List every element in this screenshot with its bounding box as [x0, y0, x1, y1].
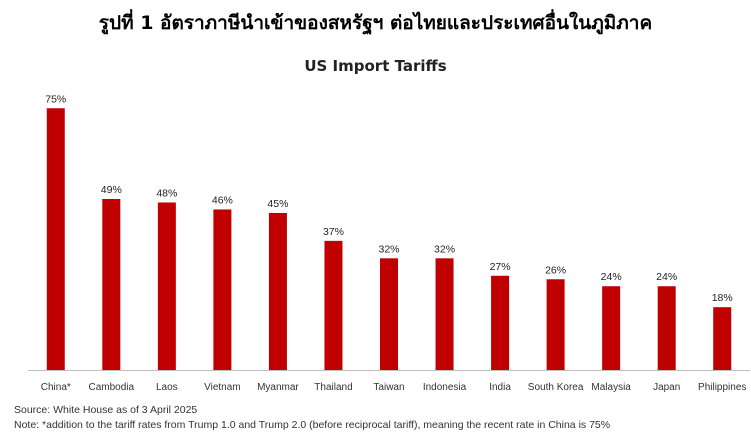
x-tick-label: Japan: [653, 382, 680, 393]
bar: [157, 202, 176, 370]
x-tick-label: India: [489, 382, 511, 393]
bar: [491, 275, 510, 370]
x-tick-label: Cambodia: [89, 382, 135, 393]
source-note: Source: White House as of 3 April 2025: [14, 404, 198, 416]
bar: [46, 108, 65, 370]
data-label: 48%: [156, 187, 177, 199]
bar: [546, 279, 565, 370]
data-label: 32%: [434, 243, 455, 255]
data-label: 27%: [490, 261, 511, 273]
x-tick-label: Indonesia: [423, 382, 467, 393]
x-tick-label: Laos: [156, 382, 178, 393]
data-label: 18%: [712, 292, 733, 304]
data-label: 32%: [378, 243, 399, 255]
chart-title: US Import Tariffs: [304, 57, 447, 75]
data-label: 49%: [101, 184, 122, 196]
x-tick-label: Malaysia: [591, 382, 631, 393]
data-label: 46%: [212, 194, 233, 206]
bar: [435, 258, 454, 370]
x-tick-label: Myanmar: [257, 382, 299, 393]
bar: [380, 258, 398, 370]
bar: [602, 286, 621, 370]
data-label: 37%: [323, 226, 344, 238]
x-tick-label: Philippines: [698, 382, 746, 393]
data-label: 24%: [656, 271, 677, 283]
x-tick-label: China*: [41, 382, 71, 393]
bar: [657, 286, 676, 370]
data-label: 24%: [601, 271, 622, 283]
x-tick-label: Thailand: [314, 382, 352, 393]
data-label: 75%: [45, 93, 66, 105]
page-heading: รูปที่ 1 อัตราภาษีนำเข้าของสหรัฐฯ ต่อไทย…: [98, 12, 653, 34]
data-label: 45%: [267, 198, 288, 210]
x-tick-label: Taiwan: [373, 382, 404, 393]
bar: [324, 240, 343, 370]
bar: [713, 307, 732, 370]
x-tick-label: Vietnam: [204, 382, 241, 393]
bar: [213, 209, 232, 370]
data-label: 26%: [545, 264, 566, 276]
bar: [268, 212, 287, 370]
footnote: Note: *addition to the tariff rates from…: [14, 419, 611, 431]
bar: [102, 198, 121, 370]
x-tick-label: South Korea: [528, 382, 584, 393]
